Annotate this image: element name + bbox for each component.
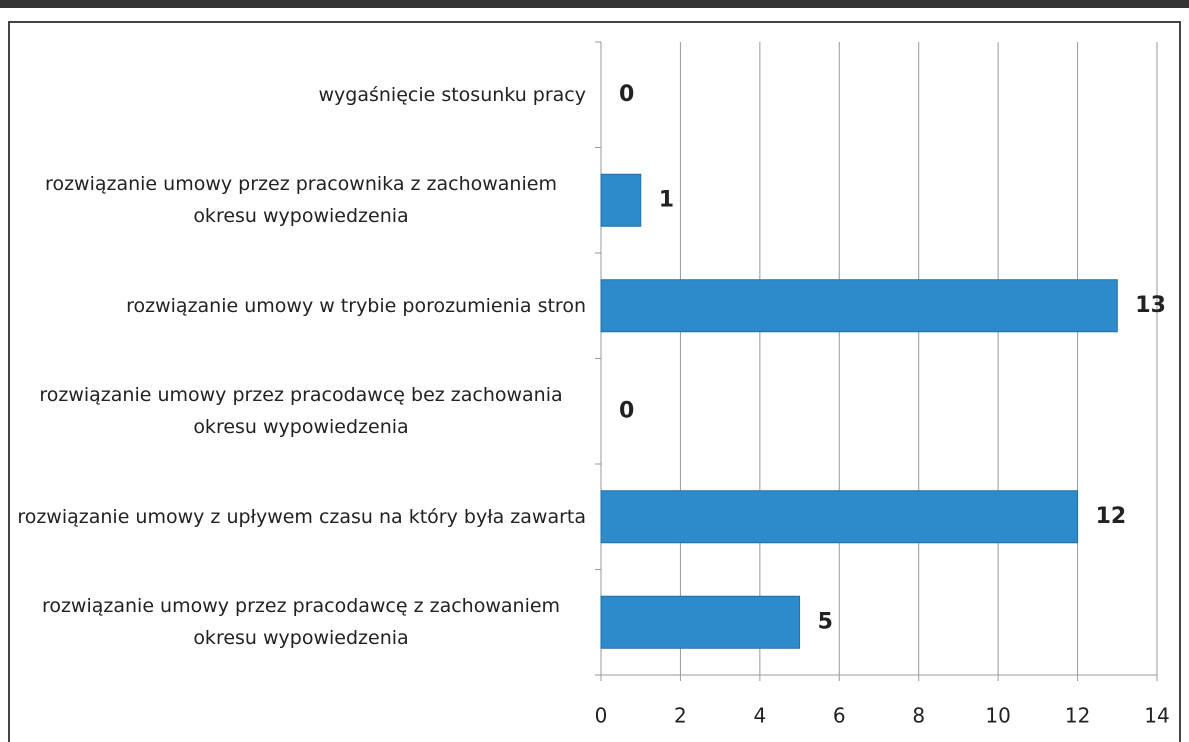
data-label: 5 bbox=[818, 609, 833, 634]
category-label: wygaśnięcie stosunku pracy bbox=[16, 42, 586, 148]
x-tick-label: 6 bbox=[833, 704, 846, 728]
x-tick-label: 2 bbox=[674, 704, 687, 728]
data-label: 0 bbox=[619, 82, 634, 107]
top-edge bbox=[0, 0, 1189, 8]
category-text: rozwiązanie umowy przez pracodawcę bez z… bbox=[39, 384, 563, 439]
frame bbox=[8, 21, 1181, 742]
bar bbox=[600, 279, 1118, 333]
x-tick-label: 0 bbox=[595, 704, 608, 728]
x-tick-label: 14 bbox=[1144, 704, 1169, 728]
data-label: 12 bbox=[1096, 504, 1127, 529]
bar bbox=[600, 490, 1079, 544]
category-label: rozwiązanie umowy przez pracownika z zac… bbox=[16, 148, 586, 254]
category-text: rozwiązanie umowy przez pracodawcę z zac… bbox=[41, 595, 561, 650]
category-label: rozwiązanie umowy w trybie porozumienia … bbox=[16, 253, 586, 359]
category-label: rozwiązanie umowy przez pracodawcę bez z… bbox=[16, 359, 586, 465]
category-label: rozwiązanie umowy z upływem czasu na któ… bbox=[16, 464, 586, 570]
category-label: rozwiązanie umowy przez pracodawcę z zac… bbox=[16, 570, 586, 676]
category-text: wygaśnięcie stosunku pracy bbox=[318, 83, 586, 106]
data-label: 0 bbox=[619, 398, 634, 423]
bar bbox=[600, 173, 642, 227]
data-label: 1 bbox=[659, 187, 674, 212]
x-tick-label: 4 bbox=[753, 704, 766, 728]
x-tick-label: 10 bbox=[985, 704, 1010, 728]
category-text: rozwiązanie umowy w trybie porozumienia … bbox=[126, 294, 586, 317]
data-label: 13 bbox=[1135, 293, 1166, 318]
x-tick-label: 8 bbox=[912, 704, 925, 728]
category-text: rozwiązanie umowy z upływem czasu na któ… bbox=[17, 505, 586, 528]
category-text: rozwiązanie umowy przez pracownika z zac… bbox=[45, 173, 557, 228]
bar bbox=[600, 595, 801, 649]
x-tick-label: 12 bbox=[1065, 704, 1090, 728]
